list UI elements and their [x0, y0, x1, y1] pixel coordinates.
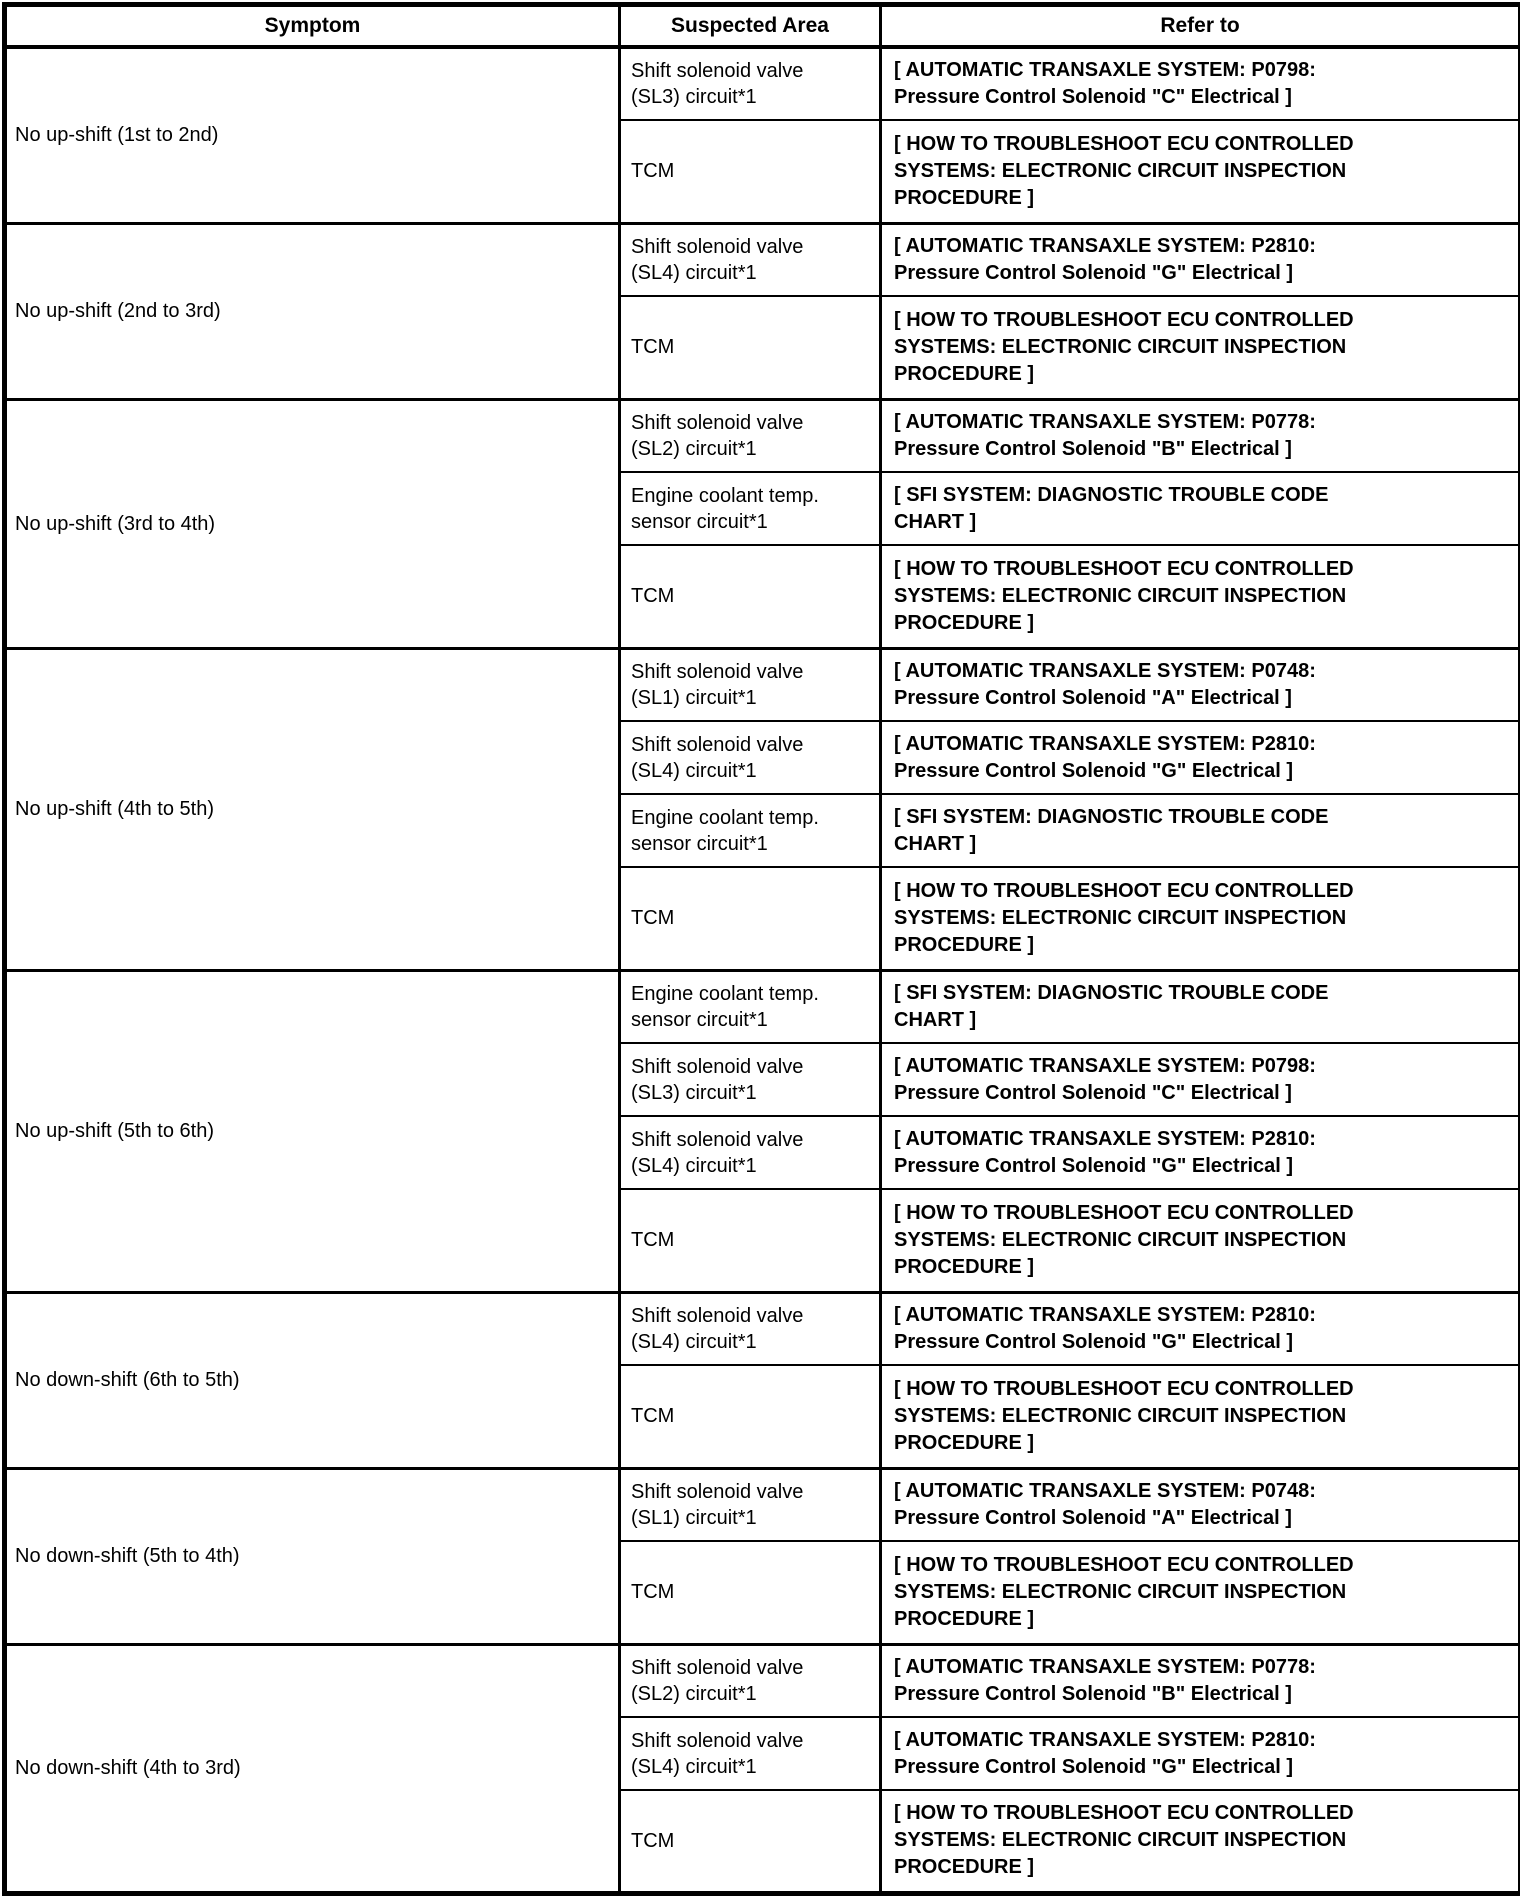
refer-to-cell: [ AUTOMATIC TRANSAXLE SYSTEM: P2810: Pre…	[881, 1292, 1520, 1365]
table-row: No up-shift (5th to 6th) Engine coolant …	[5, 970, 1520, 1043]
symptom-cell: No down-shift (6th to 5th)	[5, 1292, 620, 1468]
refer-to-cell: [ AUTOMATIC TRANSAXLE SYSTEM: P0778: Pre…	[881, 399, 1520, 472]
symptom-cell: No up-shift (2nd to 3rd)	[5, 223, 620, 399]
suspected-area-cell: Shift solenoid valve (SL2) circuit*1	[620, 1644, 881, 1717]
refer-to-cell: [ AUTOMATIC TRANSAXLE SYSTEM: P0798: Pre…	[881, 47, 1520, 120]
suspected-area-cell: TCM	[620, 296, 881, 399]
refer-to-cell: [ HOW TO TROUBLESHOOT ECU CONTROLLED SYS…	[881, 1790, 1520, 1893]
table-row: No up-shift (1st to 2nd) Shift solenoid …	[5, 47, 1520, 120]
refer-to-cell: [ SFI SYSTEM: DIAGNOSTIC TROUBLE CODE CH…	[881, 794, 1520, 867]
suspected-area-cell: Shift solenoid valve (SL4) circuit*1	[620, 1717, 881, 1790]
column-header-symptom: Symptom	[5, 5, 620, 48]
column-header-refer-to: Refer to	[881, 5, 1520, 48]
suspected-area-cell: TCM	[620, 1365, 881, 1468]
table-row: No up-shift (2nd to 3rd) Shift solenoid …	[5, 223, 1520, 296]
refer-to-cell: [ AUTOMATIC TRANSAXLE SYSTEM: P2810: Pre…	[881, 721, 1520, 794]
suspected-area-cell: Engine coolant temp. sensor circuit*1	[620, 794, 881, 867]
table-row: No up-shift (4th to 5th) Shift solenoid …	[5, 648, 1520, 721]
suspected-area-cell: TCM	[620, 1541, 881, 1644]
symptom-cell: No up-shift (4th to 5th)	[5, 648, 620, 970]
refer-to-cell: [ HOW TO TROUBLESHOOT ECU CONTROLLED SYS…	[881, 545, 1520, 648]
refer-to-cell: [ AUTOMATIC TRANSAXLE SYSTEM: P2810: Pre…	[881, 1717, 1520, 1790]
refer-to-cell: [ AUTOMATIC TRANSAXLE SYSTEM: P0748: Pre…	[881, 1468, 1520, 1541]
table-row: No down-shift (6th to 5th) Shift solenoi…	[5, 1292, 1520, 1365]
refer-to-cell: [ HOW TO TROUBLESHOOT ECU CONTROLLED SYS…	[881, 867, 1520, 970]
refer-to-cell: [ HOW TO TROUBLESHOOT ECU CONTROLLED SYS…	[881, 296, 1520, 399]
suspected-area-cell: Shift solenoid valve (SL4) circuit*1	[620, 721, 881, 794]
table-row: No down-shift (4th to 3rd) Shift solenoi…	[5, 1644, 1520, 1717]
column-header-suspected-area: Suspected Area	[620, 5, 881, 48]
refer-to-cell: [ HOW TO TROUBLESHOOT ECU CONTROLLED SYS…	[881, 1541, 1520, 1644]
suspected-area-cell: Shift solenoid valve (SL3) circuit*1	[620, 47, 881, 120]
table-row: No up-shift (3rd to 4th) Shift solenoid …	[5, 399, 1520, 472]
suspected-area-cell: Shift solenoid valve (SL1) circuit*1	[620, 1468, 881, 1541]
refer-to-cell: [ HOW TO TROUBLESHOOT ECU CONTROLLED SYS…	[881, 1189, 1520, 1292]
suspected-area-cell: Shift solenoid valve (SL4) circuit*1	[620, 223, 881, 296]
suspected-area-cell: Shift solenoid valve (SL4) circuit*1	[620, 1116, 881, 1189]
suspected-area-cell: TCM	[620, 120, 881, 223]
suspected-area-cell: Shift solenoid valve (SL4) circuit*1	[620, 1292, 881, 1365]
refer-to-cell: [ SFI SYSTEM: DIAGNOSTIC TROUBLE CODE CH…	[881, 472, 1520, 545]
suspected-area-cell: TCM	[620, 1790, 881, 1893]
suspected-area-cell: TCM	[620, 1189, 881, 1292]
suspected-area-cell: Engine coolant temp. sensor circuit*1	[620, 472, 881, 545]
symptom-cell: No down-shift (5th to 4th)	[5, 1468, 620, 1644]
refer-to-cell: [ AUTOMATIC TRANSAXLE SYSTEM: P2810: Pre…	[881, 1116, 1520, 1189]
symptom-cell: No up-shift (3rd to 4th)	[5, 399, 620, 648]
refer-to-cell: [ AUTOMATIC TRANSAXLE SYSTEM: P2810: Pre…	[881, 223, 1520, 296]
table-header: Symptom Suspected Area Refer to	[5, 5, 1520, 48]
refer-to-cell: [ HOW TO TROUBLESHOOT ECU CONTROLLED SYS…	[881, 1365, 1520, 1468]
suspected-area-cell: Engine coolant temp. sensor circuit*1	[620, 970, 881, 1043]
symptom-cell: No up-shift (1st to 2nd)	[5, 47, 620, 223]
suspected-area-cell: TCM	[620, 545, 881, 648]
suspected-area-cell: Shift solenoid valve (SL1) circuit*1	[620, 648, 881, 721]
refer-to-cell: [ HOW TO TROUBLESHOOT ECU CONTROLLED SYS…	[881, 120, 1520, 223]
refer-to-cell: [ AUTOMATIC TRANSAXLE SYSTEM: P0748: Pre…	[881, 648, 1520, 721]
refer-to-cell: [ AUTOMATIC TRANSAXLE SYSTEM: P0778: Pre…	[881, 1644, 1520, 1717]
refer-to-cell: [ AUTOMATIC TRANSAXLE SYSTEM: P0798: Pre…	[881, 1043, 1520, 1116]
suspected-area-cell: Shift solenoid valve (SL2) circuit*1	[620, 399, 881, 472]
suspected-area-cell: Shift solenoid valve (SL3) circuit*1	[620, 1043, 881, 1116]
header-row: Symptom Suspected Area Refer to	[5, 5, 1520, 48]
symptom-cell: No down-shift (4th to 3rd)	[5, 1644, 620, 1893]
table-row: No down-shift (5th to 4th) Shift solenoi…	[5, 1468, 1520, 1541]
symptom-cell: No up-shift (5th to 6th)	[5, 970, 620, 1292]
refer-to-cell: [ SFI SYSTEM: DIAGNOSTIC TROUBLE CODE CH…	[881, 970, 1520, 1043]
suspected-area-cell: TCM	[620, 867, 881, 970]
